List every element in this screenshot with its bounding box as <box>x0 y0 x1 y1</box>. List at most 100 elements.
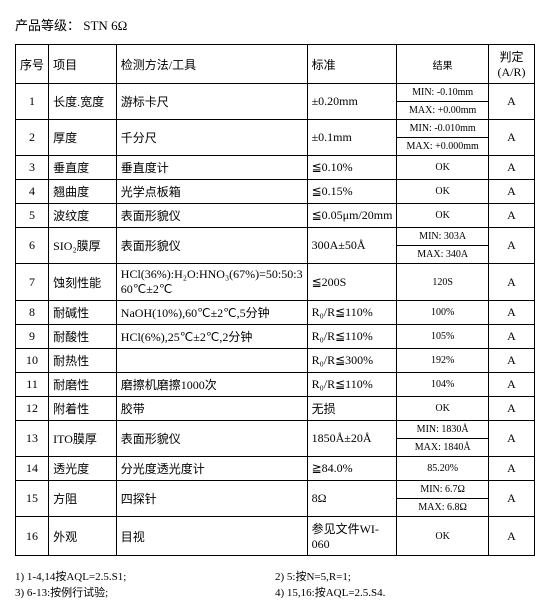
cell-item: 耐碱性 <box>49 301 117 325</box>
product-grade: 产品等级： STN 6Ω <box>15 15 542 34</box>
cell-result: 105% <box>397 325 489 349</box>
cell-judge: A <box>488 84 534 120</box>
cell-std: R₀/R≦110% <box>307 325 397 349</box>
footnote-2: 2) 5:按N=5,R=1; <box>275 568 535 584</box>
cell-no: 9 <box>16 325 49 349</box>
cell-result-min: MIN: 1830Å <box>397 421 489 439</box>
cell-result-min: MIN: 6.7Ω <box>397 481 489 499</box>
cell-std: ≦0.10% <box>307 156 397 180</box>
cell-method: 胶带 <box>116 397 307 421</box>
table-row: 16外观目视参见文件WI-060OKA <box>16 517 535 556</box>
table-body: 1长度.宽度游标卡尺±0.20mmMIN: -0.10mmAMAX: +0.00… <box>16 84 535 556</box>
table-row: 15方阻四探针8ΩMIN: 6.7ΩA <box>16 481 535 499</box>
header-row: 序号 项目 检测方法/工具 标准 结果 判定(A/R) <box>16 45 535 84</box>
cell-no: 1 <box>16 84 49 120</box>
cell-method: 游标卡尺 <box>116 84 307 120</box>
cell-method: 光学点板箱 <box>116 180 307 204</box>
cell-judge: A <box>488 397 534 421</box>
cell-std: 8Ω <box>307 481 397 517</box>
cell-no: 4 <box>16 180 49 204</box>
cell-result-max: MAX: +0.00mm <box>397 102 489 120</box>
cell-result-min: MIN: -0.010mm <box>397 120 489 138</box>
cell-method: 目视 <box>116 517 307 556</box>
cell-item: 透光度 <box>49 457 117 481</box>
header-judge: 判定(A/R) <box>488 45 534 84</box>
cell-method: HCl(36%):H₂O:HNO₃(67%)=50:50:3 60℃±2℃ <box>116 264 307 301</box>
table-row: 8耐碱性NaOH(10%),60℃±2℃,5分钟R₀/R≦110%100%A <box>16 301 535 325</box>
footnote-1: 1) 1-4,14按AQL=2.5.S1; <box>15 568 275 584</box>
cell-result: 85.20% <box>397 457 489 481</box>
cell-judge: A <box>488 481 534 517</box>
table-row: 12附着性胶带无损OKA <box>16 397 535 421</box>
cell-method: 垂直度计 <box>116 156 307 180</box>
cell-result: OK <box>397 156 489 180</box>
cell-no: 10 <box>16 349 49 373</box>
cell-item: 垂直度 <box>49 156 117 180</box>
table-row: 4翘曲度光学点板箱≦0.15%OKA <box>16 180 535 204</box>
cell-method: 表面形貌仪 <box>116 204 307 228</box>
cell-method: 分光度透光度计 <box>116 457 307 481</box>
cell-item: 翘曲度 <box>49 180 117 204</box>
cell-result-min: MIN: 303A <box>397 228 489 246</box>
cell-result: OK <box>397 204 489 228</box>
cell-item: 外观 <box>49 517 117 556</box>
footnote-4: 4) 15,16:按AQL=2.5.S4. <box>275 584 535 600</box>
table-row: 10耐热性R₀/R≦300%192%A <box>16 349 535 373</box>
cell-result: 192% <box>397 349 489 373</box>
table-row: 2厚度千分尺±0.1mmMIN: -0.010mmA <box>16 120 535 138</box>
cell-judge: A <box>488 457 534 481</box>
header-std: 标准 <box>307 45 397 84</box>
header-result: 结果 <box>397 45 489 84</box>
cell-std: ≧84.0% <box>307 457 397 481</box>
cell-item: 耐热性 <box>49 349 117 373</box>
cell-method: 表面形貌仪 <box>116 421 307 457</box>
cell-result: OK <box>397 517 489 556</box>
cell-result-min: MIN: -0.10mm <box>397 84 489 102</box>
cell-no: 16 <box>16 517 49 556</box>
cell-result: 120S <box>397 264 489 301</box>
cell-method: HCl(6%),25℃±2℃,2分钟 <box>116 325 307 349</box>
header-item: 项目 <box>49 45 117 84</box>
cell-no: 6 <box>16 228 49 264</box>
cell-method: 千分尺 <box>116 120 307 156</box>
cell-std: ≦0.15% <box>307 180 397 204</box>
cell-std: ±0.1mm <box>307 120 397 156</box>
cell-result-max: MAX: 1840Å <box>397 439 489 457</box>
cell-no: 3 <box>16 156 49 180</box>
header-no: 序号 <box>16 45 49 84</box>
table-row: 5波纹度表面形貌仪≦0.05μm/20mmOKA <box>16 204 535 228</box>
footnote-3: 3) 6-13:按例行试验; <box>15 584 275 600</box>
table-row: 11耐磨性磨擦机磨擦1000次R₀/R≦110%104%A <box>16 373 535 397</box>
cell-judge: A <box>488 180 534 204</box>
footnotes: 1) 1-4,14按AQL=2.5.S1; 2) 5:按N=5,R=1; 3) … <box>15 568 535 600</box>
table-row: 9耐酸性HCl(6%),25℃±2℃,2分钟R₀/R≦110%105%A <box>16 325 535 349</box>
cell-judge: A <box>488 373 534 397</box>
cell-no: 14 <box>16 457 49 481</box>
cell-judge: A <box>488 301 534 325</box>
cell-no: 15 <box>16 481 49 517</box>
cell-judge: A <box>488 204 534 228</box>
cell-no: 5 <box>16 204 49 228</box>
cell-item: 耐酸性 <box>49 325 117 349</box>
cell-item: ITO膜厚 <box>49 421 117 457</box>
cell-judge: A <box>488 120 534 156</box>
cell-std: ≦200S <box>307 264 397 301</box>
header-method: 检测方法/工具 <box>116 45 307 84</box>
cell-std: R₀/R≦300% <box>307 349 397 373</box>
cell-result: OK <box>397 180 489 204</box>
table-row: 6SIO₂膜厚表面形貌仪300A±50ÅMIN: 303AA <box>16 228 535 246</box>
cell-no: 13 <box>16 421 49 457</box>
cell-result: 104% <box>397 373 489 397</box>
cell-std: 300A±50Å <box>307 228 397 264</box>
cell-std: 无损 <box>307 397 397 421</box>
cell-std: 1850Å±20Å <box>307 421 397 457</box>
cell-judge: A <box>488 421 534 457</box>
cell-item: 长度.宽度 <box>49 84 117 120</box>
cell-judge: A <box>488 156 534 180</box>
cell-judge: A <box>488 325 534 349</box>
cell-no: 7 <box>16 264 49 301</box>
cell-item: SIO₂膜厚 <box>49 228 117 264</box>
cell-method <box>116 349 307 373</box>
cell-std: ±0.20mm <box>307 84 397 120</box>
cell-result-max: MAX: +0.000mm <box>397 138 489 156</box>
